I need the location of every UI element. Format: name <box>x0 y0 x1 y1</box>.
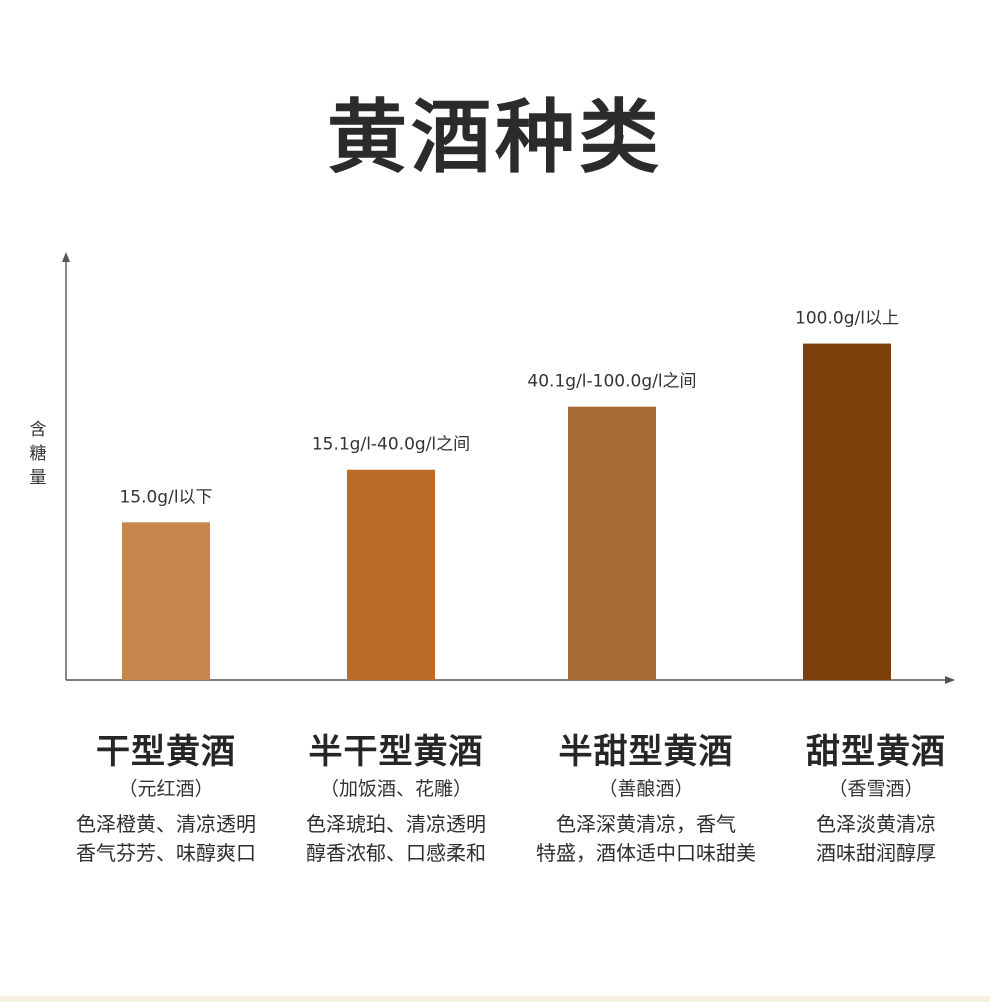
description-line: 特盛，酒体适中口味甜美 <box>536 841 756 865</box>
category-block-sweet: 甜型黄酒 （香雪酒） 色泽淡黄清凉 酒味甜润醇厚 <box>756 730 990 868</box>
description-line: 色泽深黄清凉，香气 <box>556 812 736 836</box>
category-description: 色泽琥珀、清凉透明 醇香浓郁、口感柔和 <box>276 810 516 868</box>
bar <box>122 522 210 680</box>
bar-group <box>122 343 891 680</box>
description-line: 醇香浓郁、口感柔和 <box>306 841 486 865</box>
y-axis-label-char: 含 <box>29 420 47 440</box>
description-line: 色泽琥珀、清凉透明 <box>306 812 486 836</box>
bar <box>347 469 435 680</box>
x-axis-arrow <box>945 676 955 684</box>
category-alias: （元红酒） <box>118 778 214 800</box>
description-line: 色泽淡黄清凉 <box>816 812 936 836</box>
description-line: 香气芬芳、味醇爽口 <box>76 841 256 865</box>
y-axis-label-char: 糖 <box>29 444 47 464</box>
bar-data-label: 100.0g/l以上 <box>795 309 899 329</box>
category-alias: （香雪酒） <box>828 778 924 800</box>
bar-data-label: 15.1g/l-40.0g/l之间 <box>312 435 470 455</box>
category-name: 半甜型黄酒 <box>558 732 734 772</box>
bar-data-label: 15.0g/l以下 <box>119 487 212 507</box>
category-block-semi-sweet: 半甜型黄酒 （善酿酒） 色泽深黄清凉，香气 特盛，酒体适中口味甜美 <box>526 730 766 868</box>
description-line: 酒味甜润醇厚 <box>816 841 936 865</box>
page-title: 黄酒种类 <box>327 91 663 184</box>
category-name: 半干型黄酒 <box>308 732 484 772</box>
category-name: 干型黄酒 <box>96 732 236 772</box>
category-alias: （善酿酒） <box>598 778 694 800</box>
bar <box>568 406 656 680</box>
category-name: 甜型黄酒 <box>806 732 946 772</box>
description-line: 色泽橙黄、清凉透明 <box>76 812 256 836</box>
chart-axes <box>62 252 955 684</box>
bar <box>803 343 891 680</box>
y-axis-label-char: 量 <box>29 468 47 488</box>
category-description: 色泽淡黄清凉 酒味甜润醇厚 <box>756 810 990 868</box>
y-axis-label: 含 糖 量 <box>26 418 50 490</box>
bar-data-label: 40.1g/l-100.0g/l之间 <box>527 372 696 392</box>
bottom-strip <box>0 996 990 1002</box>
category-description: 色泽深黄清凉，香气 特盛，酒体适中口味甜美 <box>526 810 766 868</box>
category-alias: （加饭酒、花雕） <box>319 778 472 800</box>
category-block-semi-dry: 半干型黄酒 （加饭酒、花雕） 色泽琥珀、清凉透明 醇香浓郁、口感柔和 <box>276 730 516 868</box>
y-axis-arrow <box>62 252 70 262</box>
bar-chart: 15.0g/l以下 15.1g/l-40.0g/l之间 40.1g/l-100.0g… <box>62 252 955 684</box>
data-label-group: 15.0g/l以下 15.1g/l-40.0g/l之间 40.1g/l-100.0g… <box>119 309 899 508</box>
category-block-dry: 干型黄酒 （元红酒） 色泽橙黄、清凉透明 香气芬芳、味醇爽口 <box>46 730 286 868</box>
category-description: 色泽橙黄、清凉透明 香气芬芳、味醇爽口 <box>46 810 286 868</box>
